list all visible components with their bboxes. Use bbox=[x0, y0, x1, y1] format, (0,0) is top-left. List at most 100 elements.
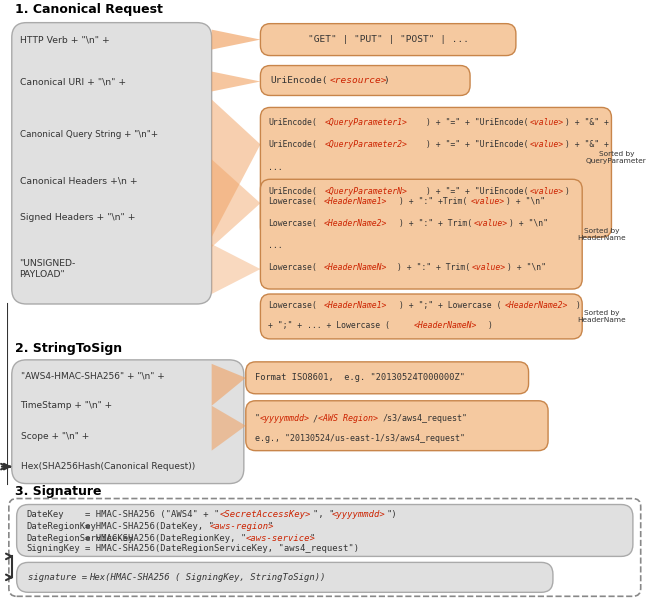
Text: Sorted by
HeaderName: Sorted by HeaderName bbox=[577, 310, 626, 323]
Polygon shape bbox=[212, 99, 261, 237]
Text: e.g., "20130524/us-east-1/s3/aws4_request": e.g., "20130524/us-east-1/s3/aws4_reques… bbox=[255, 434, 464, 443]
Text: <value>: <value> bbox=[472, 262, 506, 271]
Text: Lowercase(: Lowercase( bbox=[268, 262, 317, 271]
Text: <HeaderName1>: <HeaderName1> bbox=[323, 196, 387, 205]
Text: signature =: signature = bbox=[28, 573, 93, 582]
FancyBboxPatch shape bbox=[246, 362, 528, 394]
Text: ) + "=" + "UriEncode(: ) + "=" + "UriEncode( bbox=[426, 118, 528, 127]
Text: <AWS Region>: <AWS Region> bbox=[318, 415, 378, 423]
Text: UriEncode(: UriEncode( bbox=[268, 187, 317, 196]
Text: <yyyymmdd>: <yyyymmdd> bbox=[260, 415, 310, 423]
FancyBboxPatch shape bbox=[9, 498, 641, 597]
Text: UriEncode(: UriEncode( bbox=[268, 140, 317, 149]
Text: ...: ... bbox=[268, 241, 283, 250]
FancyBboxPatch shape bbox=[261, 65, 470, 95]
Text: ) + "=" + "UriEncode(: ) + "=" + "UriEncode( bbox=[426, 187, 528, 196]
Text: "GET" | "PUT" | "POST" | ...: "GET" | "PUT" | "POST" | ... bbox=[308, 35, 469, 44]
Text: "UNSIGNED-
PAYLOAD": "UNSIGNED- PAYLOAD" bbox=[20, 259, 76, 279]
FancyBboxPatch shape bbox=[16, 504, 633, 556]
Text: <value>: <value> bbox=[530, 140, 564, 149]
Text: ": " bbox=[309, 534, 315, 543]
Text: "AWS4-HMAC-SHA256" + "\n" +: "AWS4-HMAC-SHA256" + "\n" + bbox=[20, 371, 165, 380]
Text: Hex(SHA256Hash(Canonical Request)): Hex(SHA256Hash(Canonical Request)) bbox=[20, 462, 195, 471]
FancyBboxPatch shape bbox=[16, 562, 553, 592]
Text: Lowercase(: Lowercase( bbox=[268, 301, 317, 310]
Polygon shape bbox=[212, 159, 261, 247]
Text: 1. Canonical Request: 1. Canonical Request bbox=[15, 3, 163, 16]
Text: ) + ":" +Trim(: ) + ":" +Trim( bbox=[399, 196, 467, 205]
Text: ...: ... bbox=[268, 163, 283, 172]
Text: ) + "\n": ) + "\n" bbox=[506, 196, 545, 205]
Text: Format ISO8601,  e.g. "20130524T000000Z": Format ISO8601, e.g. "20130524T000000Z" bbox=[255, 373, 464, 382]
Text: /: / bbox=[313, 415, 318, 423]
Text: <resource>: <resource> bbox=[329, 76, 387, 85]
Text: DateRegionServiceKey: DateRegionServiceKey bbox=[26, 534, 134, 543]
Text: + ";" + ... + Lowercase (: + ";" + ... + Lowercase ( bbox=[268, 322, 390, 331]
Text: = HMAC-SHA256(DateKey, ": = HMAC-SHA256(DateKey, " bbox=[85, 522, 214, 531]
Text: Lowercase(: Lowercase( bbox=[268, 219, 317, 228]
Text: ) + ":" + Trim(: ) + ":" + Trim( bbox=[397, 262, 470, 271]
Text: ): ) bbox=[565, 187, 569, 196]
FancyBboxPatch shape bbox=[246, 401, 548, 450]
Text: DateKey: DateKey bbox=[26, 510, 64, 519]
Text: ) + "&" +: ) + "&" + bbox=[565, 118, 609, 127]
FancyBboxPatch shape bbox=[261, 294, 582, 339]
FancyBboxPatch shape bbox=[261, 107, 611, 237]
Text: Canonical URI + "\n" +: Canonical URI + "\n" + bbox=[20, 77, 125, 86]
Text: ) + "=" + "UriEncode(: ) + "=" + "UriEncode( bbox=[426, 140, 528, 149]
Text: ) + "&" +: ) + "&" + bbox=[565, 140, 609, 149]
Text: ): ) bbox=[575, 301, 581, 310]
Text: ": " bbox=[255, 415, 260, 423]
Text: Hex(HMAC-SHA256 ( SigningKey, StringToSign)): Hex(HMAC-SHA256 ( SigningKey, StringToSi… bbox=[89, 573, 325, 582]
Text: <HeaderName2>: <HeaderName2> bbox=[504, 301, 567, 310]
Text: <value>: <value> bbox=[474, 219, 508, 228]
Text: TimeStamp + "\n" +: TimeStamp + "\n" + bbox=[20, 401, 113, 410]
Text: <HeaderName1>: <HeaderName1> bbox=[323, 301, 387, 310]
Text: = HMAC-SHA256(DateRegionKey, ": = HMAC-SHA256(DateRegionKey, " bbox=[85, 534, 246, 543]
Text: <HeaderNameN>: <HeaderNameN> bbox=[323, 262, 387, 271]
Text: ) + "\n": ) + "\n" bbox=[509, 219, 548, 228]
Text: <aws-region>: <aws-region> bbox=[210, 522, 274, 531]
Text: Canonical Headers +\n +: Canonical Headers +\n + bbox=[20, 177, 137, 186]
FancyBboxPatch shape bbox=[12, 23, 212, 304]
Text: = HMAC-SHA256 ("AWS4" + ": = HMAC-SHA256 ("AWS4" + " bbox=[85, 510, 219, 519]
Text: <value>: <value> bbox=[530, 118, 564, 127]
Text: UriEncode(: UriEncode( bbox=[268, 118, 317, 127]
Text: /s3/aws4_request": /s3/aws4_request" bbox=[382, 415, 468, 423]
Text: Sorted by
HeaderName: Sorted by HeaderName bbox=[577, 228, 626, 241]
Text: = HMAC-SHA256(DateRegionServiceKey, "aws4_request"): = HMAC-SHA256(DateRegionServiceKey, "aws… bbox=[85, 544, 359, 553]
Text: DateRegionKey: DateRegionKey bbox=[26, 522, 96, 531]
Text: <HeaderNameN>: <HeaderNameN> bbox=[413, 322, 477, 331]
FancyBboxPatch shape bbox=[261, 23, 516, 56]
Text: <QueryParameterN>: <QueryParameterN> bbox=[325, 187, 407, 196]
Text: Scope + "\n" +: Scope + "\n" + bbox=[20, 432, 89, 441]
Text: <QueryParameter1>: <QueryParameter1> bbox=[325, 118, 407, 127]
Text: <HeaderName2>: <HeaderName2> bbox=[323, 219, 387, 228]
Text: ) + ":" + Trim(: ) + ":" + Trim( bbox=[399, 219, 472, 228]
Text: <yyyymmdd>: <yyyymmdd> bbox=[332, 510, 385, 519]
Text: <aws-service>: <aws-service> bbox=[246, 534, 315, 543]
Text: ": " bbox=[267, 522, 272, 531]
FancyBboxPatch shape bbox=[12, 360, 244, 483]
Polygon shape bbox=[212, 406, 246, 450]
Text: ) + "\n": ) + "\n" bbox=[507, 262, 546, 271]
Text: 3. Signature: 3. Signature bbox=[15, 485, 101, 498]
Text: "): ") bbox=[386, 510, 397, 519]
Text: HTTP Verb + "\n" +: HTTP Verb + "\n" + bbox=[20, 35, 109, 44]
Text: <value>: <value> bbox=[530, 187, 564, 196]
Text: Canonical Query String + "\n"+: Canonical Query String + "\n"+ bbox=[20, 130, 157, 139]
Polygon shape bbox=[212, 29, 261, 50]
Text: ", ": ", " bbox=[313, 510, 334, 519]
Text: Signed Headers + "\n" +: Signed Headers + "\n" + bbox=[20, 213, 135, 222]
Text: UriEncode(: UriEncode( bbox=[270, 76, 328, 85]
Text: SigningKey: SigningKey bbox=[26, 544, 80, 553]
Text: 2. StringToSign: 2. StringToSign bbox=[15, 343, 122, 355]
Polygon shape bbox=[212, 71, 261, 92]
Text: Sorted by
QueryParameter: Sorted by QueryParameter bbox=[586, 151, 646, 164]
Text: ) + ";" + Lowercase (: ) + ";" + Lowercase ( bbox=[399, 301, 502, 310]
Text: ): ) bbox=[488, 322, 492, 331]
Text: <QueryParameter2>: <QueryParameter2> bbox=[325, 140, 407, 149]
Text: <SecretAccessKey>: <SecretAccessKey> bbox=[219, 510, 311, 519]
Text: Lowercase(: Lowercase( bbox=[268, 196, 317, 205]
FancyBboxPatch shape bbox=[261, 179, 582, 289]
